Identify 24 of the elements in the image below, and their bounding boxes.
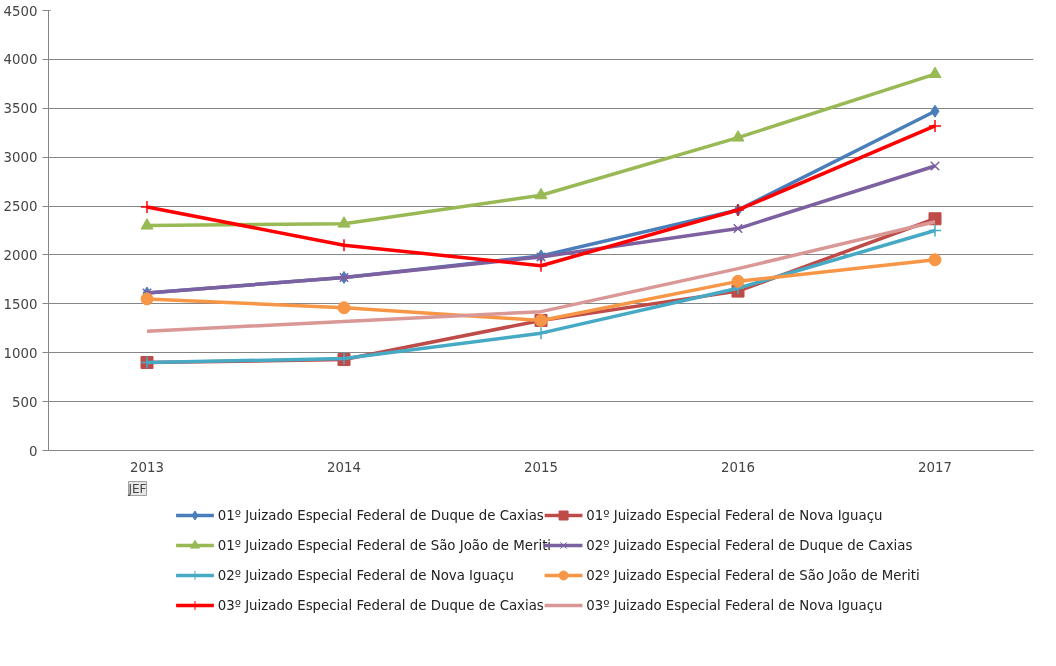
legend-label: 03º Juizado Especial Federal de Duque de Caxias bbox=[217, 598, 544, 613]
x-tick-label: 2014 bbox=[327, 459, 361, 475]
text: JEF bbox=[127, 481, 147, 496]
legend-label: 02º Juizado Especial Federal de Nova Iguaçu bbox=[217, 568, 514, 583]
legend-label: 01º Juizado Especial Federal de Nova Iguaçu bbox=[586, 508, 883, 523]
legend-label: 02º Juizado Especial Federal de São João de Meriti bbox=[586, 568, 920, 583]
y-tick-label: 3000 bbox=[3, 150, 38, 166]
legend-label: 01º Juizado Especial Federal de Duque de Caxias bbox=[217, 508, 544, 523]
y-tick-label: 2500 bbox=[3, 199, 38, 215]
x-tick-label: 2017 bbox=[918, 459, 952, 475]
y-tick-label: 1000 bbox=[3, 345, 38, 361]
x-tick-label: 2013 bbox=[130, 459, 164, 475]
y-tick-label: 2000 bbox=[3, 247, 38, 263]
y-tick-label: 0 bbox=[29, 443, 38, 459]
x-tick-label: 2015 bbox=[524, 459, 558, 475]
y-tick-label: 500 bbox=[12, 394, 38, 410]
y-tick-label: 3500 bbox=[3, 101, 38, 117]
legend-label: 02º Juizado Especial Federal de Duque de Caxias bbox=[586, 538, 913, 553]
y-tick-label: 1500 bbox=[3, 296, 38, 312]
legend-label: 01º Juizado Especial Federal de São João de Meriti bbox=[217, 538, 552, 553]
y-tick-label: 4000 bbox=[3, 52, 38, 68]
x-tick-label: 2016 bbox=[721, 459, 755, 475]
legend-label: 03º Juizado Especial Federal de Nova Iguaçu bbox=[586, 598, 883, 613]
y-tick-label: 4500 bbox=[3, 3, 38, 19]
